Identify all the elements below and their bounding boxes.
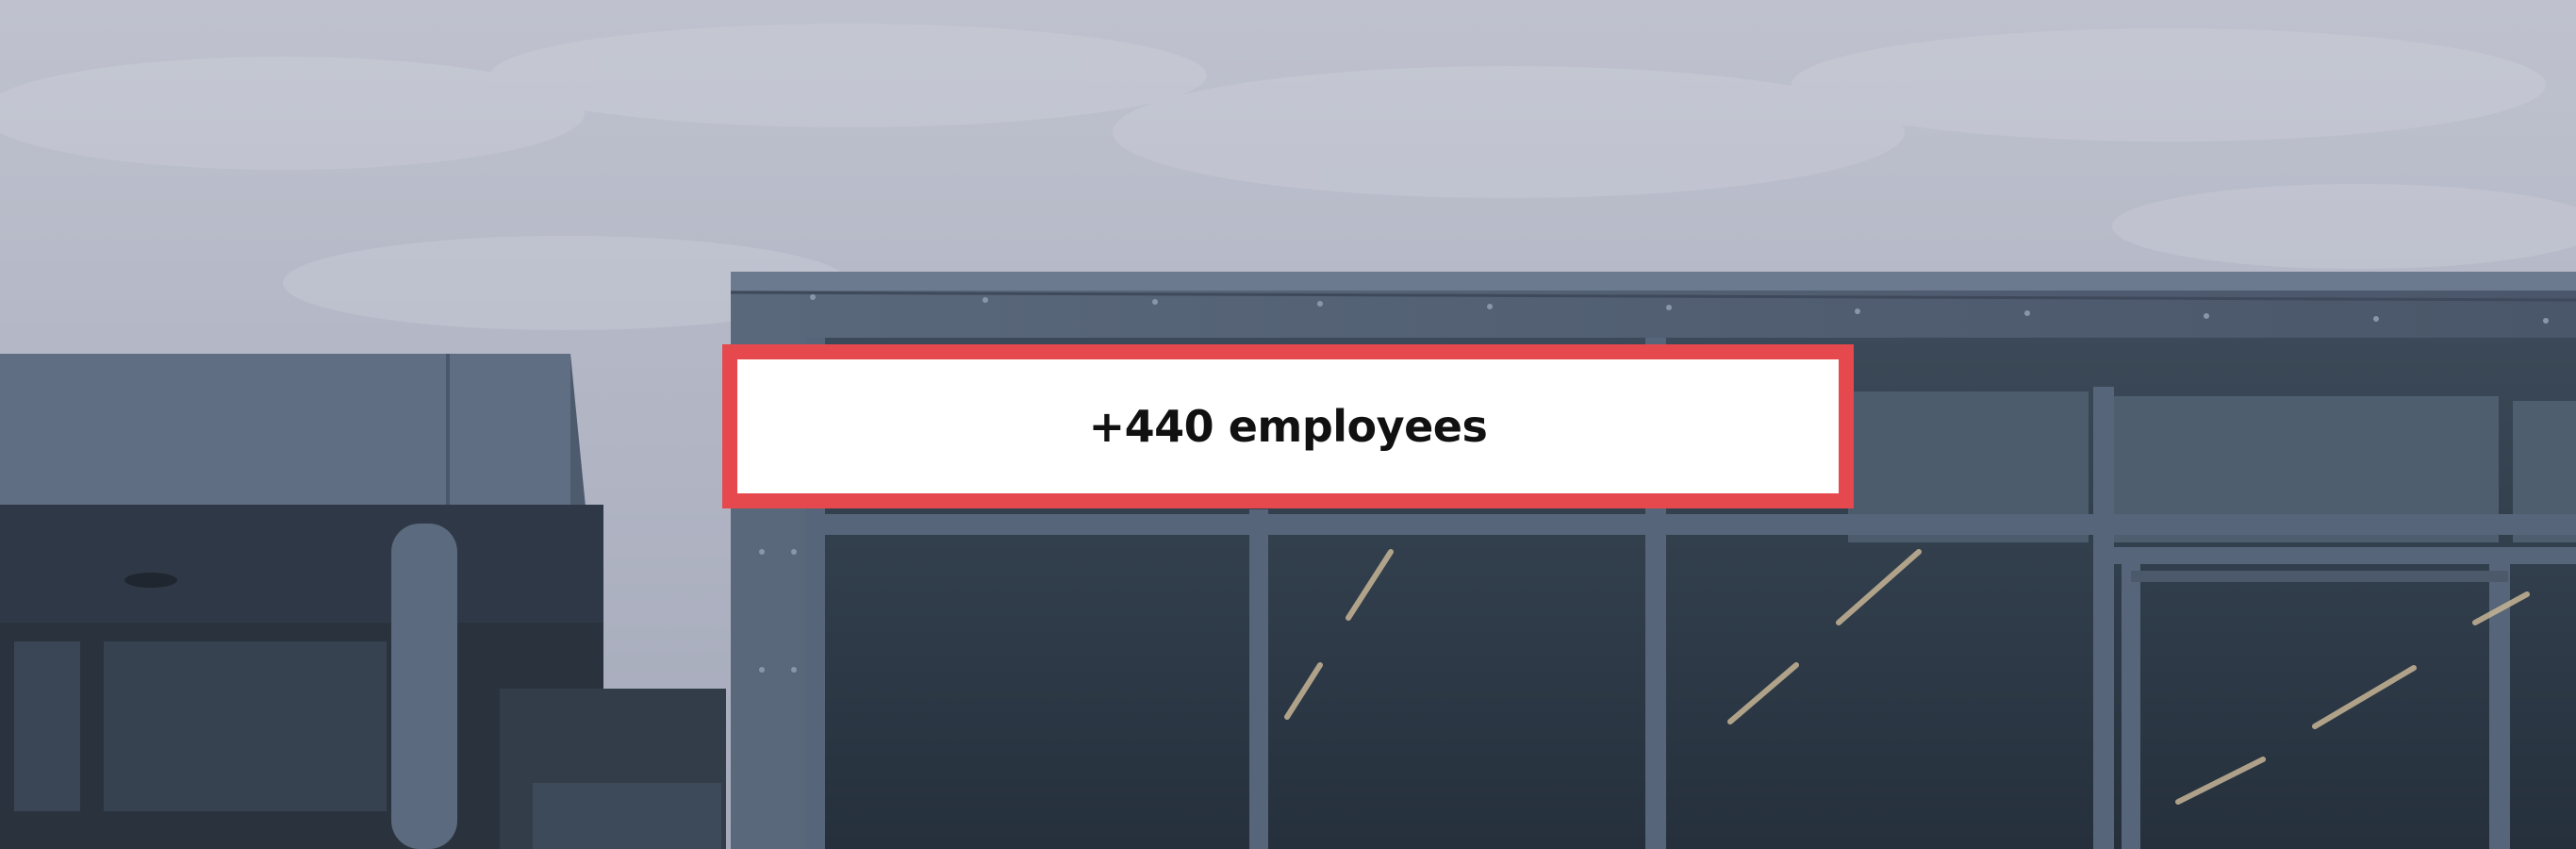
- left-building: [0, 354, 726, 849]
- employee-count-badge: +440 employees: [722, 344, 1854, 508]
- employee-count-text: +440 employees: [1088, 401, 1488, 452]
- clouds: [0, 24, 2576, 330]
